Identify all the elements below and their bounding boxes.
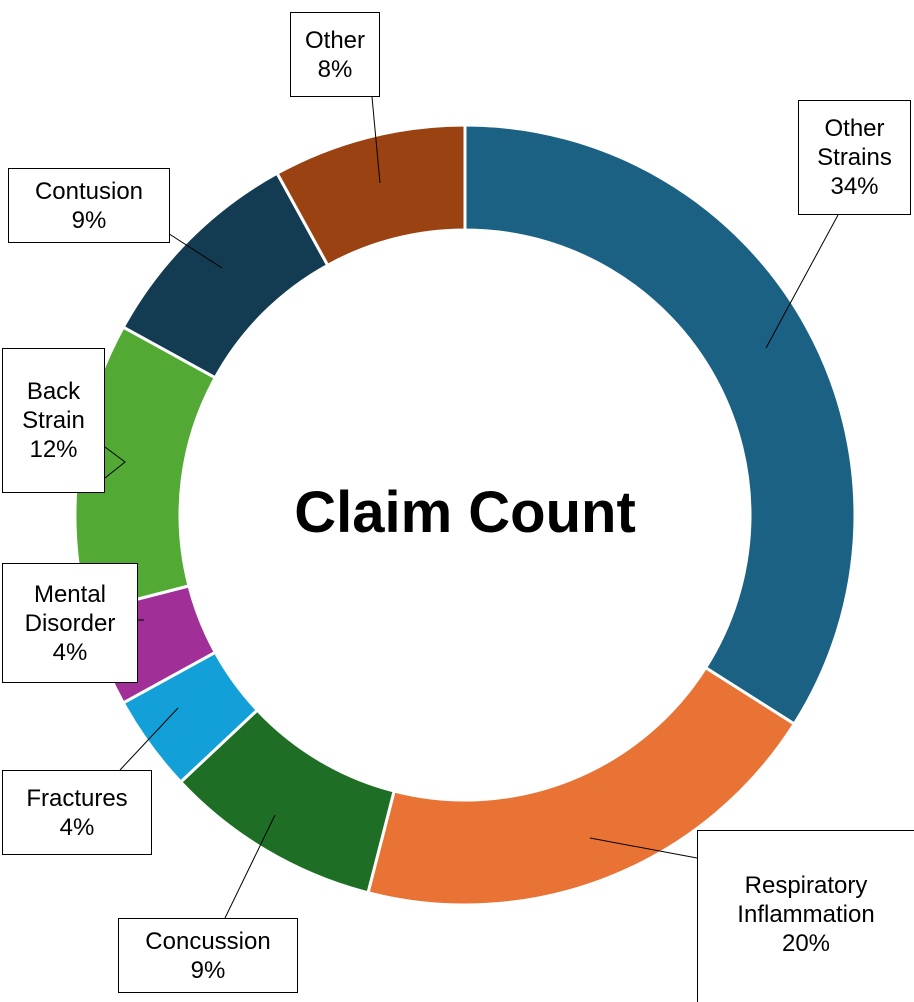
leader-line: [104, 446, 126, 479]
data-label: Mental Disorder 4%: [2, 563, 138, 683]
value-label: 12%: [29, 436, 78, 463]
category-label: Respiratory Inflammation: [737, 872, 875, 928]
data-label: Other 8%: [290, 12, 380, 97]
category-label: Fractures: [26, 784, 128, 812]
donut-segment: [463, 123, 857, 727]
category-label: Other: [304, 26, 366, 54]
leader-line: [224, 814, 276, 919]
value-label: 34%: [830, 173, 879, 200]
data-label: Back Strain 12%: [2, 348, 105, 493]
category-label: Back Strain: [22, 378, 85, 434]
value-label: 4%: [59, 813, 95, 841]
chart-title: Claim Count: [294, 480, 636, 545]
leader-line: [765, 214, 839, 349]
value-label: 20%: [781, 930, 831, 957]
donut: [73, 123, 857, 907]
category-label: Mental Disorder: [24, 580, 116, 637]
leader-line: [119, 707, 179, 771]
data-label: Concussion 9%: [118, 918, 298, 993]
category-label: Concussion: [145, 927, 271, 955]
data-label: Contusion 9%: [8, 168, 170, 243]
data-label: Respiratory Inflammation 20%: [697, 830, 914, 1002]
leader-line: [371, 96, 381, 184]
category-label: Contusion: [34, 177, 144, 205]
leader-lines: [104, 96, 839, 919]
value-label: 9%: [190, 956, 226, 984]
value-label: 4%: [52, 638, 88, 666]
leader-line: [159, 227, 223, 269]
category-label: Other Strains: [817, 115, 892, 171]
leader-line: [589, 837, 698, 859]
data-label: Other Strains 34%: [798, 100, 911, 215]
value-label: 8%: [317, 55, 353, 83]
data-label: Fractures 4%: [2, 770, 152, 855]
value-label: 9%: [71, 206, 107, 234]
donut-segment: [275, 123, 467, 268]
